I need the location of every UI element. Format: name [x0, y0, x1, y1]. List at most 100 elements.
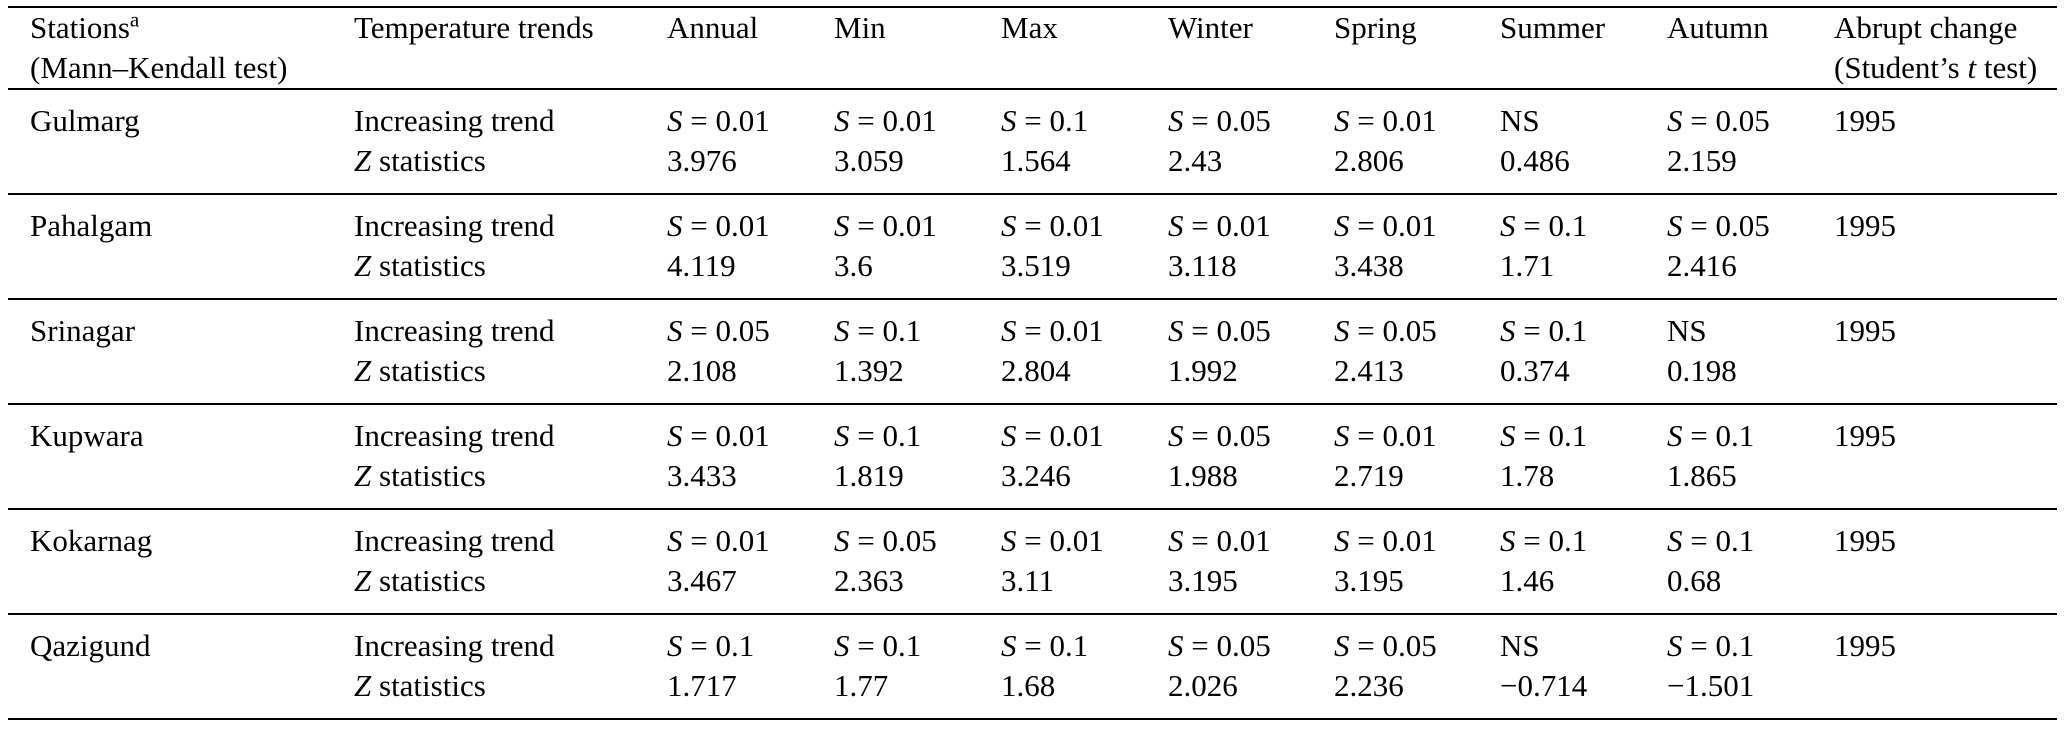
- col-header-max: Max: [1001, 10, 1058, 45]
- z-value: 2.236: [1334, 668, 1404, 703]
- sig-value: S = 0.01: [667, 523, 770, 558]
- abrupt-sub-t-var: t: [1967, 50, 1977, 85]
- mann-kendall-results-table: Stationsa (Mann–Kendall test) Temperatur…: [8, 6, 2057, 720]
- z-statistics-label: Z statistics: [354, 353, 486, 388]
- sig-value: S = 0.01: [1334, 523, 1437, 558]
- season-cell-max: S = 0.1 1.68: [1001, 614, 1168, 719]
- abrupt-change-year: 1995: [1834, 628, 1896, 663]
- station-name: Kupwara: [30, 418, 144, 453]
- z-value: 2.026: [1168, 668, 1238, 703]
- row-labels-cell: Increasing trend Z statistics: [354, 614, 667, 719]
- z-value: −1.501: [1667, 668, 1755, 703]
- abrupt-change-year: 1995: [1834, 313, 1896, 348]
- sig-value: S = 0.01: [667, 208, 770, 243]
- season-cell-max: S = 0.01 3.11: [1001, 509, 1168, 614]
- sig-value: S = 0.01: [1001, 208, 1104, 243]
- station-name: Srinagar: [30, 313, 136, 348]
- z-value: 2.416: [1667, 248, 1737, 283]
- z-value: 1.992: [1168, 353, 1238, 388]
- sig-value: S = 0.1: [1500, 313, 1588, 348]
- sig-value: S = 0.05: [834, 523, 937, 558]
- row-labels-cell: Increasing trend Z statistics: [354, 89, 667, 194]
- z-value: 1.819: [834, 458, 904, 493]
- z-statistics-label: Z statistics: [354, 143, 486, 178]
- header-row: Stationsa (Mann–Kendall test) Temperatur…: [8, 7, 2057, 89]
- season-cell-winter: S = 0.05 1.992: [1168, 299, 1334, 404]
- sig-value: S = 0.01: [667, 103, 770, 138]
- sig-value: S = 0.1: [1001, 103, 1089, 138]
- z-value: 1.564: [1001, 143, 1071, 178]
- station-group-qazigund: Qazigund Increasing trend Z statistics S…: [8, 614, 2057, 719]
- z-statistics-label: Z statistics: [354, 248, 486, 283]
- z-value: 3.433: [667, 458, 737, 493]
- z-value: 0.374: [1500, 353, 1570, 388]
- footnote-marker: a: [129, 7, 140, 32]
- col-header-temperature-trends: Temperature trends: [354, 10, 594, 45]
- season-cell-autumn: S = 0.1 0.68: [1667, 509, 1834, 614]
- z-value: 3.11: [1001, 563, 1055, 598]
- z-value: 3.118: [1168, 248, 1237, 283]
- z-value: 3.195: [1168, 563, 1238, 598]
- season-cell-max: S = 0.01 3.519: [1001, 194, 1168, 299]
- season-cell-max: S = 0.01 2.804: [1001, 299, 1168, 404]
- season-cell-autumn: S = 0.1 −1.501: [1667, 614, 1834, 719]
- z-value: 2.108: [667, 353, 737, 388]
- sig-value: S = 0.1: [834, 418, 922, 453]
- z-value: 1.78: [1500, 458, 1555, 493]
- z-value: 3.195: [1334, 563, 1404, 598]
- sig-value: S = 0.05: [1168, 628, 1271, 663]
- z-value: 3.467: [667, 563, 737, 598]
- trend-type-label: Increasing trend: [354, 208, 555, 243]
- sig-value: S = 0.1: [834, 628, 922, 663]
- z-value: 1.988: [1168, 458, 1238, 493]
- season-cell-spring: S = 0.01 2.806: [1334, 89, 1500, 194]
- z-value: 1.392: [834, 353, 904, 388]
- table-row: Gulmarg Increasing trend Z statistics S …: [8, 89, 2057, 194]
- z-value: 3.246: [1001, 458, 1071, 493]
- season-cell-summer: NS 0.486: [1500, 89, 1667, 194]
- sig-value: S = 0.01: [1168, 208, 1271, 243]
- z-statistics-label: Z statistics: [354, 668, 486, 703]
- abrupt-header-line2: (Student’s t test): [1834, 48, 2043, 88]
- sig-value: S = 0.1: [1500, 208, 1588, 243]
- season-cell-winter: S = 0.05 2.43: [1168, 89, 1334, 194]
- season-cell-summer: S = 0.1 1.71: [1500, 194, 1667, 299]
- sig-value: S = 0.1: [1500, 418, 1588, 453]
- z-value: −0.714: [1500, 668, 1588, 703]
- season-cell-summer: S = 0.1 0.374: [1500, 299, 1667, 404]
- season-cell-winter: S = 0.01 3.195: [1168, 509, 1334, 614]
- z-value: 3.519: [1001, 248, 1071, 283]
- station-name: Kokarnag: [30, 523, 153, 558]
- z-value: 1.77: [834, 668, 889, 703]
- station-name: Pahalgam: [30, 208, 153, 243]
- sig-value: S = 0.1: [1667, 628, 1755, 663]
- col-header-stations: Stationsa (Mann–Kendall test): [8, 7, 354, 89]
- season-cell-annual: S = 0.01 3.467: [667, 509, 834, 614]
- col-header-annual: Annual: [667, 10, 759, 45]
- season-cell-spring: S = 0.01 3.438: [1334, 194, 1500, 299]
- col-header-min: Min: [834, 10, 886, 45]
- season-cell-summer: S = 0.1 1.78: [1500, 404, 1667, 509]
- sig-value: S = 0.05: [1667, 103, 1770, 138]
- abrupt-change-year: 1995: [1834, 208, 1896, 243]
- trend-type-label: Increasing trend: [354, 418, 555, 453]
- season-cell-autumn: S = 0.05 2.416: [1667, 194, 1834, 299]
- abrupt-change-year: 1995: [1834, 418, 1896, 453]
- abrupt-header-line1: Abrupt change: [1834, 10, 2018, 45]
- z-value: 1.71: [1500, 248, 1555, 283]
- season-cell-spring: S = 0.01 3.195: [1334, 509, 1500, 614]
- col-header-abrupt-change: Abrupt change (Student’s t test): [1834, 7, 2057, 89]
- season-cell-spring: S = 0.01 2.719: [1334, 404, 1500, 509]
- season-cell-max: S = 0.01 3.246: [1001, 404, 1168, 509]
- abrupt-change-year: 1995: [1834, 103, 1896, 138]
- season-cell-autumn: S = 0.05 2.159: [1667, 89, 1834, 194]
- season-cell-min: S = 0.01 3.6: [834, 194, 1001, 299]
- season-cell-winter: S = 0.01 3.118: [1168, 194, 1334, 299]
- z-value: 0.198: [1667, 353, 1737, 388]
- sig-value: S = 0.1: [1667, 418, 1755, 453]
- season-cell-autumn: NS 0.198: [1667, 299, 1834, 404]
- season-cell-spring: S = 0.05 2.236: [1334, 614, 1500, 719]
- season-cell-summer: S = 0.1 1.46: [1500, 509, 1667, 614]
- z-value: 1.717: [667, 668, 737, 703]
